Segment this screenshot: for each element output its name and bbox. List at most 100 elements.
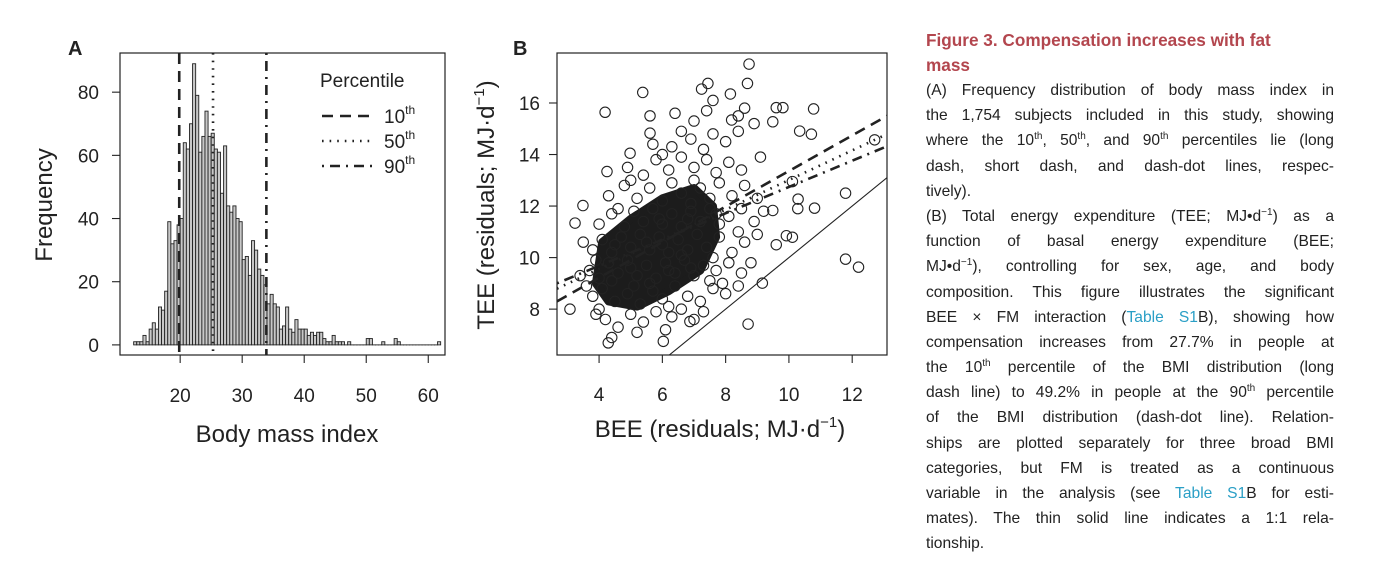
scatter-point — [666, 177, 678, 189]
histogram-bar — [161, 309, 166, 346]
scatter-point — [719, 287, 732, 300]
scatter-point — [609, 238, 621, 251]
scatter-point — [659, 323, 672, 336]
histogram-bar — [260, 274, 265, 346]
scatter-point — [732, 226, 745, 238]
histogram-bar — [244, 255, 249, 346]
y-tick-label: 16 — [519, 94, 540, 115]
caption-text: dash line) to 49.2% in people at the 90 — [926, 384, 1247, 402]
caption-text: , and 90 — [1085, 132, 1161, 150]
superscript: th — [982, 358, 991, 370]
histogram-bar — [381, 341, 386, 346]
table-s1-link[interactable]: Table S1 — [1126, 308, 1198, 326]
y-axis-label: TEE (residuals; MJ·d−1) — [471, 80, 500, 329]
histogram-bar — [158, 306, 163, 346]
scatter-point — [628, 205, 640, 217]
scatter-point — [647, 138, 659, 150]
histogram-bar — [139, 341, 144, 346]
scatter-point — [624, 174, 637, 187]
scatter-point — [723, 210, 735, 223]
scatter-point — [656, 148, 669, 161]
histogram-bar — [272, 303, 277, 346]
scatter-point — [605, 275, 618, 287]
caption-line: composition. This figure illustrates the… — [926, 280, 1334, 305]
y-tick-label: 80 — [78, 83, 99, 104]
table-s1-link[interactable]: Table S1 — [1175, 485, 1247, 502]
y-axis: 8 10 12 14 16 — [519, 94, 557, 321]
caption-line: MJ•d−1), controlling for sex, age, and b… — [926, 254, 1334, 279]
caption-line: tionship. — [926, 531, 1334, 556]
x-tick-label: 6 — [657, 385, 668, 406]
fit-line-thin-solid — [668, 177, 887, 355]
x-tick-label: 20 — [170, 386, 191, 407]
panel-a-histogram: A 20 30 40 50 60 0 20 40 60 80 Body mass index F… — [31, 38, 446, 448]
caption-line: where the 10th, 50th, and 90th percentil… — [926, 128, 1334, 153]
scatter-point — [792, 193, 804, 205]
scatter-point — [675, 249, 688, 261]
scatter-point — [767, 204, 779, 217]
fit-lines — [557, 114, 887, 355]
histogram-bar — [164, 290, 169, 346]
histogram-bar — [173, 240, 178, 346]
scatter-point — [675, 303, 688, 315]
scatter-point — [694, 295, 707, 308]
scatter-point — [707, 128, 719, 140]
histogram-bar — [133, 341, 138, 346]
scatter-point — [738, 179, 751, 192]
scatter-point — [640, 259, 653, 272]
x-tick-label: 30 — [232, 386, 253, 407]
scatter-point — [577, 236, 590, 248]
histogram-bar — [223, 145, 228, 346]
histogram-bar — [207, 135, 212, 346]
scatter-point — [688, 269, 700, 282]
x-tick-label: 60 — [418, 386, 439, 407]
scatter-point — [710, 264, 722, 277]
scatter-point — [624, 147, 636, 159]
y-axis: 0 20 40 60 80 — [78, 83, 120, 357]
histogram-bars — [133, 63, 442, 346]
x-tick-label: 12 — [842, 385, 863, 406]
scatter-point — [624, 241, 637, 254]
histogram-bar — [393, 338, 398, 346]
scatter-point — [650, 305, 662, 318]
caption-text: the 1,754 subjects included in this stud… — [926, 107, 1334, 125]
scatter-point — [669, 267, 681, 279]
histogram-bar — [220, 192, 225, 346]
caption-line: function of basal energy expenditure (BE… — [926, 229, 1334, 254]
histogram-bar — [347, 341, 352, 346]
scatter-point — [685, 205, 697, 217]
y-axis-label: Frequency — [31, 148, 58, 261]
histogram-bar — [331, 334, 336, 346]
scatter-point — [675, 125, 688, 138]
scatter-point — [612, 321, 624, 333]
histogram-bar — [189, 123, 194, 346]
histogram-bar — [337, 341, 342, 346]
histogram-bar — [297, 328, 302, 346]
scatter-point — [637, 215, 650, 228]
caption-text: MJ•d — [926, 258, 961, 276]
scatter-point — [688, 115, 700, 127]
histogram-bar — [198, 151, 203, 346]
scatter-point — [697, 143, 710, 156]
scatter-point — [621, 161, 634, 174]
scatter-point — [735, 202, 748, 215]
scatter-point — [612, 202, 624, 215]
y-tick-label: 0 — [88, 336, 99, 357]
scatter-point — [704, 192, 716, 205]
scatter-point — [732, 110, 745, 122]
scatter-point — [735, 164, 748, 176]
scatter-point — [650, 153, 662, 166]
histogram-bar — [251, 240, 256, 346]
histogram-bar — [303, 328, 308, 346]
scatter-point — [792, 202, 804, 215]
scatter-point — [656, 195, 669, 207]
scatter-point — [596, 282, 608, 295]
fit-line-dotted — [557, 132, 887, 290]
caption-text: composition. This figure illustrates the… — [926, 283, 1334, 301]
histogram-bar — [313, 334, 318, 346]
x-tick-label: 4 — [594, 385, 605, 406]
scatter-point — [631, 269, 643, 282]
scatter-point — [615, 231, 627, 243]
caption-line: ships are plotted separately for three b… — [926, 431, 1334, 456]
scatter-point — [688, 174, 700, 187]
